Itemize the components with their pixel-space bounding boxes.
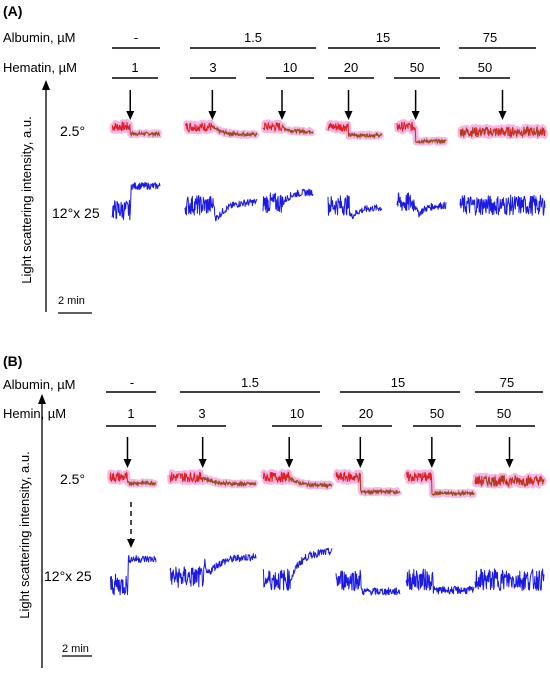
panel-b-albumin-0: - — [130, 375, 134, 390]
trace-2-5-after-50 — [431, 489, 475, 497]
trace-2-5-after-3 — [201, 476, 257, 488]
panel-b-conc-3: 20 — [359, 406, 373, 421]
panel-a-conc-5: 50 — [478, 60, 492, 75]
panel-b: (B) Albumin, µM Hemin, µM - 1.5 15 75 1 … — [3, 353, 547, 668]
trace-2-5-1 — [111, 121, 131, 135]
panel-a-y-axis-arrowhead — [42, 80, 50, 90]
addition-arrowhead-1 — [126, 111, 135, 120]
panel-a-albumin-0: - — [134, 30, 138, 45]
panel-a-scale-label: 2 min — [58, 295, 85, 307]
trace-2-5-after-50 — [415, 137, 447, 145]
panel-a-conc-2: 10 — [283, 60, 297, 75]
panel-b-albumin-1: 1.5 — [241, 375, 259, 390]
panel-a-conc-4: 50 — [410, 60, 424, 75]
trace-2-5-after-1 — [126, 479, 157, 487]
trace-12-3 — [169, 553, 257, 588]
trace-2-5-after-10 — [288, 475, 333, 490]
trace-2-5-3 — [184, 122, 213, 133]
addition-arrowhead-3 — [198, 459, 207, 468]
trace-2-5-50 — [396, 121, 417, 143]
panel-b-row-label-2-5: 2.5° — [60, 471, 85, 487]
addition-arrowhead-10 — [278, 111, 286, 120]
trace-12-50 — [474, 568, 545, 591]
trace-2-5-overlay-50 — [459, 127, 545, 138]
trace-12-50 — [459, 194, 546, 216]
addition-arrowhead-1 — [123, 459, 132, 468]
panel-a-albumin-3: 75 — [483, 30, 497, 45]
trace-2-5-50 — [405, 471, 433, 495]
panel-a-conc-3: 20 — [344, 60, 358, 75]
trace-2-5-20 — [335, 471, 361, 484]
trace-2-5-after-10 — [281, 123, 314, 135]
addition-arrowhead-20 — [356, 459, 365, 468]
trace-2-5-3 — [169, 471, 203, 484]
trace-12-1 — [111, 182, 161, 221]
addition-arrowhead-3 — [208, 111, 217, 120]
trace-2-5-20 — [327, 122, 350, 137]
addition-arrowhead-50 — [498, 111, 507, 120]
panel-b-conc-1: 3 — [198, 406, 205, 421]
trace-2-5-after-3 — [211, 125, 258, 138]
addition-arrowhead-10 — [285, 459, 294, 468]
trace-2-5-1 — [109, 471, 128, 483]
panel-a-row-label-2-5: 2.5° — [60, 123, 85, 139]
panel-b-y-axis-arrowhead — [38, 394, 46, 404]
panel-a-label: (A) — [3, 3, 22, 19]
panel-b-conc-2: 10 — [290, 406, 304, 421]
panel-a-albumin-2: 15 — [376, 30, 390, 45]
panel-b-albumin-label: Albumin, µM — [3, 377, 76, 392]
trace-2-5-10 — [262, 121, 283, 132]
panel-a-ylabel: Light scattering intensity, a.u. — [19, 116, 34, 283]
trace-2-5-overlay-50 — [474, 475, 544, 489]
trace-2-5-after-20 — [359, 473, 401, 496]
addition-arrowhead-50 — [505, 459, 514, 468]
trace-2-5-after-1 — [130, 130, 161, 138]
trace-12-20 — [327, 194, 383, 220]
panel-b-conc-5: 50 — [497, 406, 511, 421]
panel-b-row-label-12: 12°x 25 — [44, 568, 92, 584]
panel-b-ylabel: Light scattering intensity, a.u. — [17, 451, 32, 618]
panel-b-conc-4: 50 — [430, 406, 444, 421]
trace-2-5-after-20 — [348, 131, 383, 140]
panel-b-scale-label: 2 min — [62, 643, 89, 655]
addition-arrowhead-50 — [427, 459, 436, 468]
panel-a-albumin-label: Albumin, µM — [3, 30, 76, 45]
panel-b-traces — [107, 437, 547, 596]
trace-12-1 — [109, 554, 157, 596]
panel-b-albumin-3: 75 — [500, 375, 514, 390]
trace-12-3 — [184, 195, 258, 222]
panel-a-heme-label: Hematin, µM — [3, 60, 77, 75]
panel-a-albumin-1: 1.5 — [244, 30, 262, 45]
trace-12-50 — [396, 192, 447, 218]
panel-a-traces — [109, 90, 548, 222]
panel-b-dashed-arrowhead — [127, 539, 135, 548]
panel-b-heme-label: Hemin, µM — [3, 406, 66, 421]
panel-b-albumin-2: 15 — [391, 375, 405, 390]
panel-b-conc-0: 1 — [127, 406, 134, 421]
trace-2-5-10 — [262, 471, 290, 484]
addition-arrowhead-20 — [344, 111, 353, 120]
addition-arrowhead-50 — [411, 111, 420, 120]
panel-a-conc-0: 1 — [131, 60, 138, 75]
trace-12-50 — [405, 568, 475, 595]
trace-12-10 — [262, 547, 333, 591]
trace-12-10 — [262, 188, 314, 213]
panel-a-row-label-12: 12°x 25 — [52, 205, 100, 221]
panel-b-label: (B) — [3, 353, 22, 369]
panel-a-conc-1: 3 — [209, 60, 216, 75]
panel-a: (A) Albumin, µM Hematin, µM - 1.5 15 75 … — [3, 3, 548, 314]
trace-12-20 — [335, 569, 401, 596]
